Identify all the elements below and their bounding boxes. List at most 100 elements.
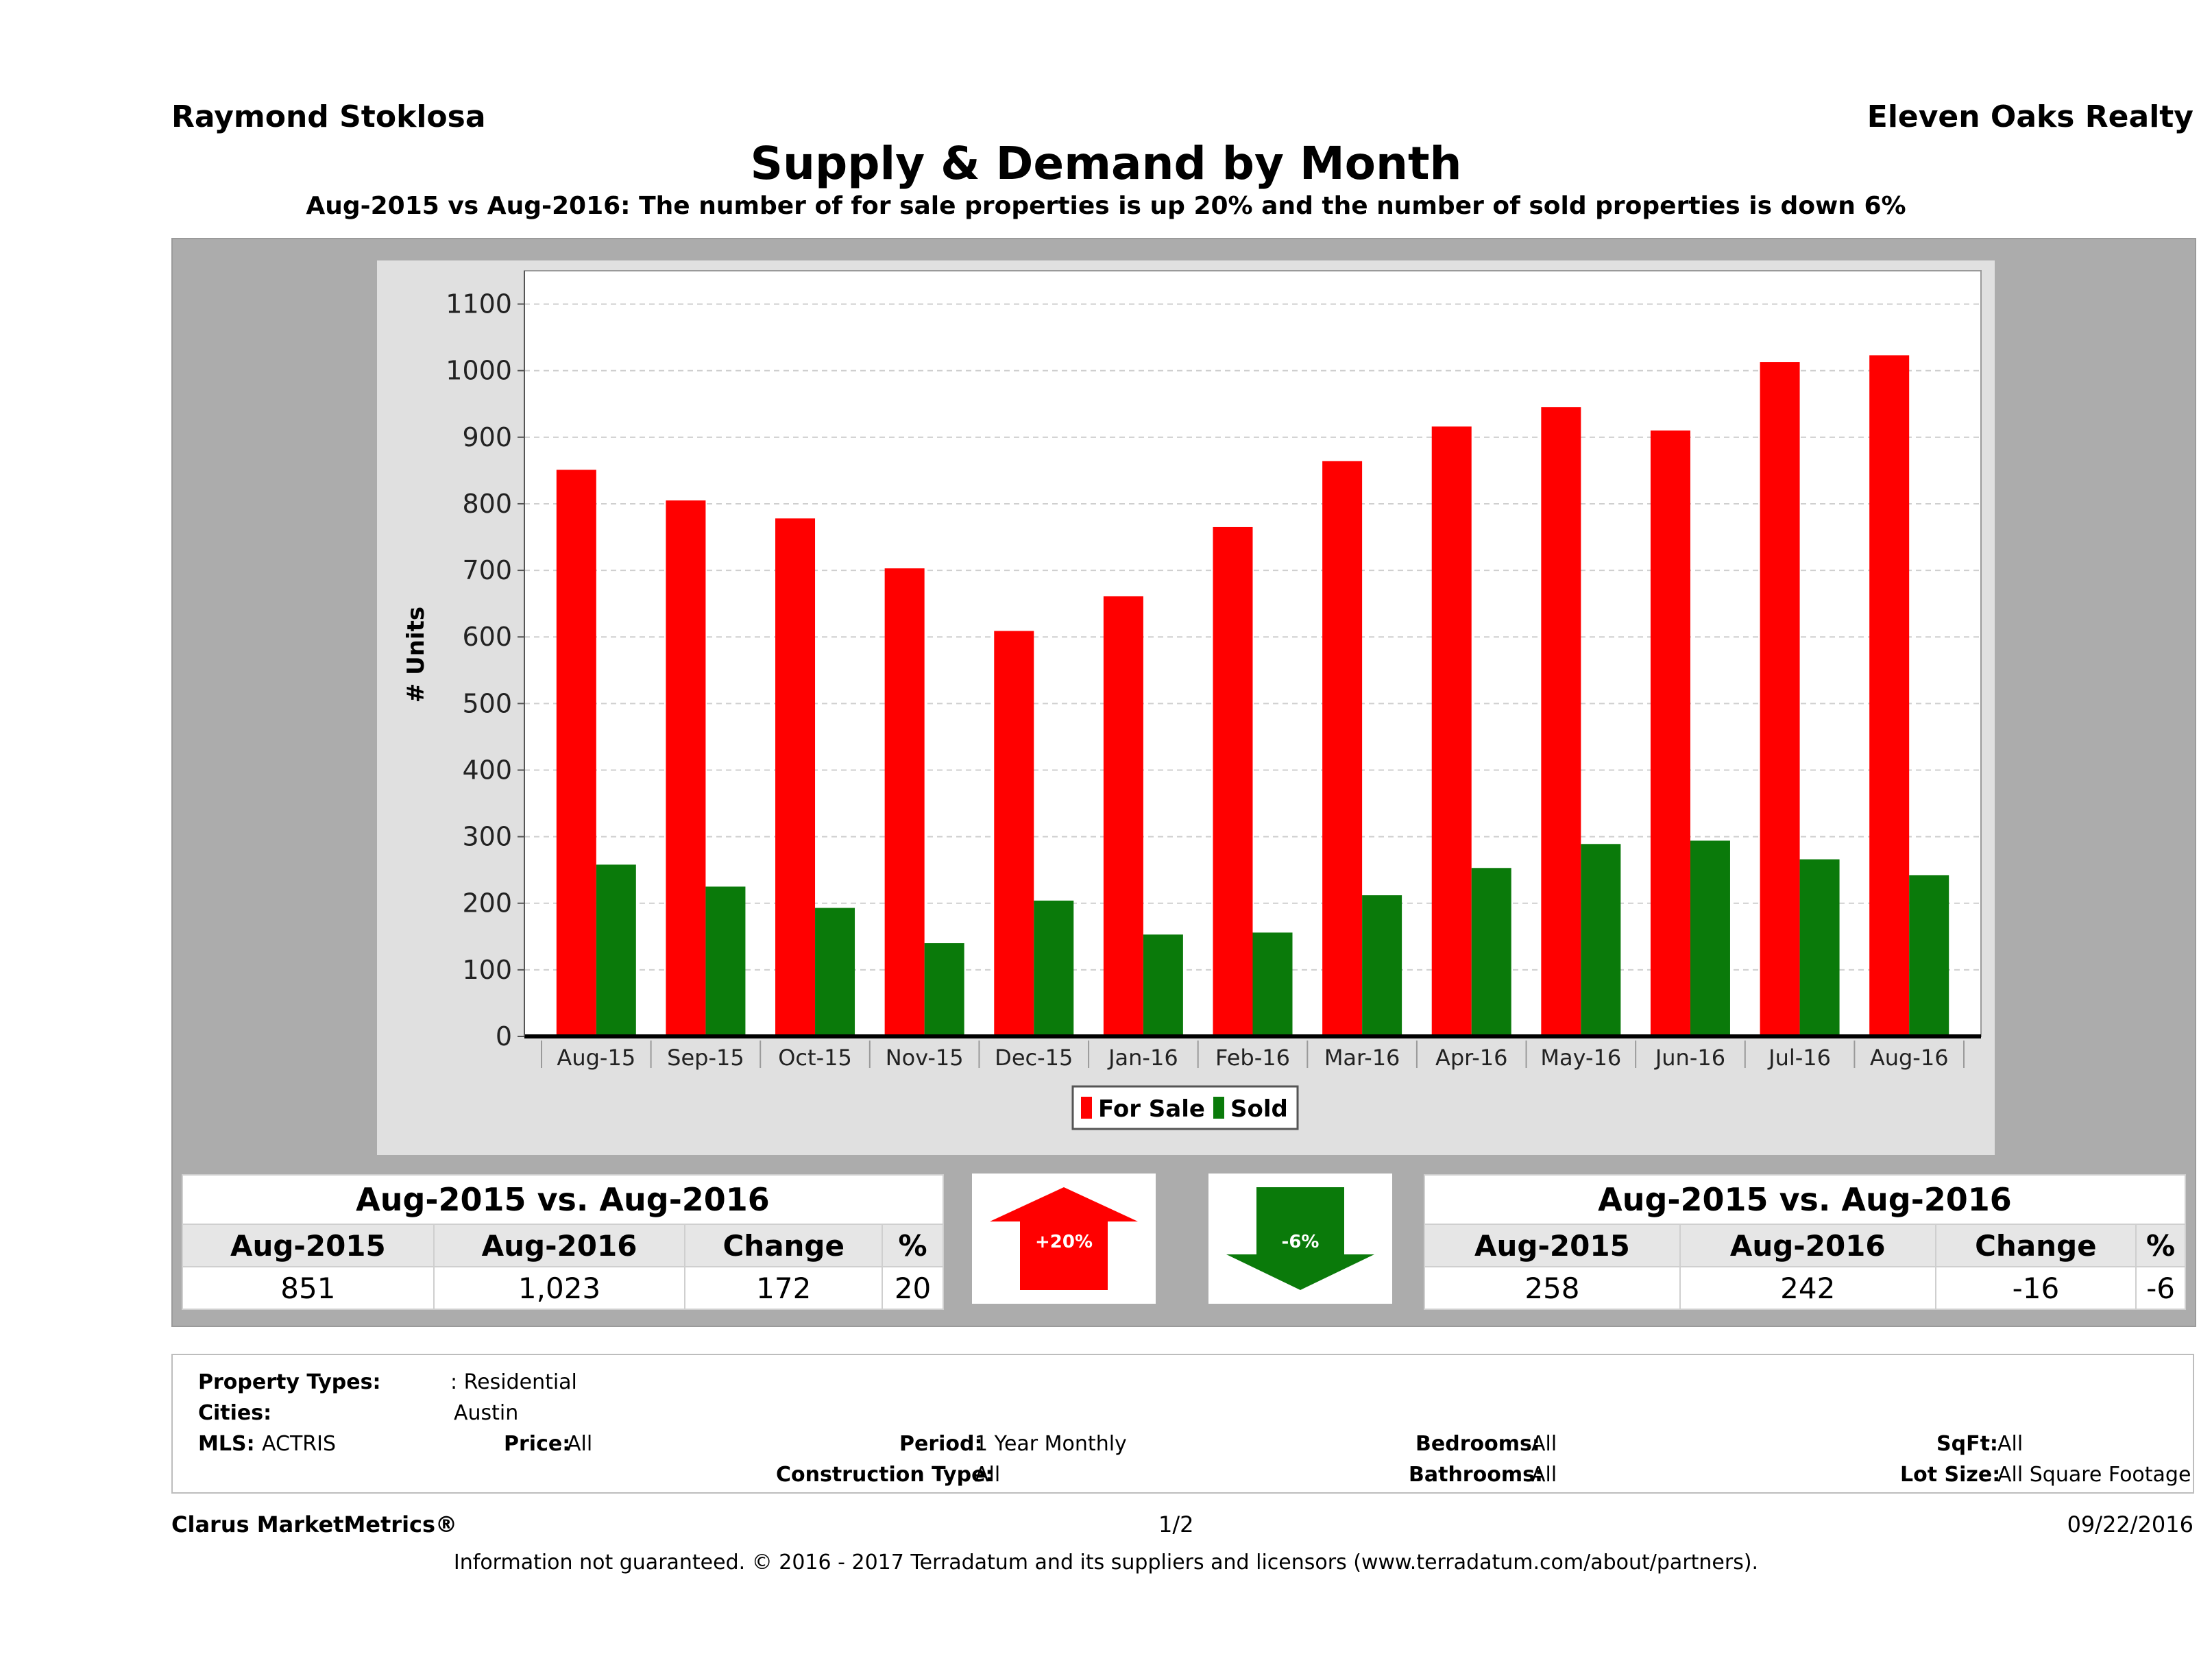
sqft-value: All [1997, 1432, 2023, 1456]
bar-sold [1799, 859, 1840, 1036]
col-header: % [2135, 1224, 2186, 1267]
mls-value: ACTRIS [262, 1432, 337, 1456]
x-tick-label: Mar-16 [1324, 1045, 1400, 1071]
bar-for-sale [884, 568, 925, 1036]
bar-for-sale [1650, 430, 1690, 1036]
col-header: Aug-2015 [182, 1224, 435, 1267]
bar-sold [705, 886, 746, 1036]
bar-for-sale [994, 631, 1034, 1036]
sold-comparison-table: Aug-2015 vs. Aug-2016 Aug-2015 Aug-2016 … [1424, 1174, 2186, 1310]
bar-for-sale [556, 470, 596, 1036]
col-header: Aug-2016 [1679, 1224, 1936, 1267]
y-tick-label: 100 [462, 955, 512, 985]
bar-sold [1690, 840, 1730, 1036]
y-tick-label: 1100 [446, 289, 512, 319]
construction-type-label: Construction Type: [776, 1463, 994, 1487]
col-header: % [882, 1224, 944, 1267]
bar-sold [1252, 932, 1293, 1036]
y-tick-label: 1000 [446, 356, 512, 386]
disclaimer: Information not guaranteed. © 2016 - 201… [453, 1551, 1759, 1574]
mls-label: MLS: [198, 1432, 255, 1456]
bar-for-sale [775, 518, 816, 1036]
price-value: All [567, 1432, 593, 1456]
lot-size-value: All Square Footage [1997, 1463, 2191, 1487]
table-cell: 1,023 [433, 1266, 686, 1310]
period-value: 1 Year Monthly [975, 1432, 1127, 1456]
table-cell: 172 [684, 1266, 884, 1310]
page-subtitle: Aug-2015 vs Aug-2016: The number of for … [306, 192, 1906, 220]
y-tick-label: 800 [462, 489, 512, 519]
arrow-down-icon [1226, 1187, 1374, 1290]
bar-sold [815, 908, 855, 1036]
col-header: Change [1934, 1224, 2137, 1267]
period-label: Period: [899, 1432, 983, 1456]
y-tick-label: 0 [496, 1021, 512, 1051]
bathrooms-value: All [1531, 1463, 1557, 1487]
page-title: Supply & Demand by Month [750, 137, 1462, 190]
bar-chart: 0 100 200 300 400 500 600 700 800 900 1000 1100 Aug… [402, 270, 1982, 1130]
table-cell: 242 [1679, 1266, 1936, 1310]
x-tick-label: Apr-16 [1435, 1045, 1508, 1071]
agent-name: Raymond Stoklosa [171, 99, 486, 134]
company-name: Eleven Oaks Realty [1867, 99, 2193, 134]
y-tick-label: 600 [462, 622, 512, 652]
filter-criteria: Property Types: : Residential Cities: Au… [171, 1354, 2194, 1494]
for-sale-comparison-table: Aug-2015 vs. Aug-2016 Aug-2015 Aug-2016 … [182, 1174, 944, 1310]
bar-for-sale [666, 500, 706, 1036]
legend-swatch-sold [1213, 1097, 1224, 1119]
col-header: Aug-2016 [433, 1224, 686, 1267]
bar-sold [1471, 868, 1511, 1036]
y-axis-label: # Units [402, 607, 430, 703]
bar-for-sale [1541, 407, 1581, 1036]
arrow-down-box: -6% [1208, 1174, 1392, 1304]
table-cell: 20 [882, 1266, 944, 1310]
table-cell: 258 [1424, 1266, 1681, 1310]
x-tick-label: Aug-16 [1870, 1045, 1949, 1071]
page-number: 1/2 [1158, 1511, 1194, 1537]
cities-label: Cities: [198, 1401, 272, 1425]
arrow-up-box: +20% [972, 1174, 1156, 1304]
x-tick-label: Feb-16 [1215, 1045, 1290, 1071]
table-title: Aug-2015 vs. Aug-2016 [182, 1174, 944, 1225]
report-date: 09/22/2016 [2067, 1511, 2193, 1537]
arrow-up-icon [990, 1187, 1138, 1290]
bar-for-sale [1431, 426, 1472, 1036]
x-tick-label: Oct-15 [778, 1045, 852, 1071]
x-tick-label: Jul-16 [1767, 1045, 1831, 1071]
table-cell: -6 [2135, 1266, 2186, 1310]
property-types-value: : Residential [450, 1370, 577, 1394]
col-header: Change [684, 1224, 884, 1267]
table-cell: -16 [1934, 1266, 2137, 1310]
x-tick-label: May-16 [1540, 1045, 1621, 1071]
bar-sold [596, 864, 636, 1036]
bar-sold [1034, 900, 1074, 1036]
lot-size-label: Lot Size: [1900, 1463, 2001, 1487]
y-tick-label: 400 [462, 755, 512, 785]
bar-for-sale [1213, 526, 1253, 1036]
bar-for-sale [1103, 596, 1143, 1036]
cities-value: Austin [454, 1401, 519, 1425]
legend-label-sold: Sold [1230, 1095, 1288, 1123]
x-tick-label: Nov-15 [886, 1045, 964, 1071]
y-tick-label: 700 [462, 555, 512, 585]
y-tick-label: 200 [462, 888, 512, 919]
bar-sold [1909, 875, 1949, 1036]
bathrooms-label: Bathrooms: [1409, 1463, 1543, 1487]
legend-label-for-sale: For Sale [1098, 1095, 1205, 1123]
y-tick-label: 500 [462, 688, 512, 718]
bedrooms-label: Bedrooms: [1415, 1432, 1540, 1456]
sqft-label: SqFt: [1936, 1432, 1998, 1456]
table-cell: 851 [182, 1266, 435, 1310]
construction-type-value: All [975, 1463, 1001, 1487]
x-tick-label: Aug-15 [557, 1045, 635, 1071]
legend-swatch-for-sale [1081, 1097, 1092, 1119]
bar-sold [1581, 844, 1621, 1036]
table-title: Aug-2015 vs. Aug-2016 [1424, 1174, 2186, 1225]
arrow-up-label: +20% [1035, 1232, 1093, 1252]
y-tick-label: 900 [462, 422, 512, 452]
footer-brand: Clarus MarketMetrics® [171, 1511, 458, 1537]
col-header: Aug-2015 [1424, 1224, 1681, 1267]
arrow-down-label: -6% [1282, 1232, 1320, 1252]
bar-for-sale [1322, 461, 1363, 1036]
bar-sold [1362, 895, 1402, 1036]
